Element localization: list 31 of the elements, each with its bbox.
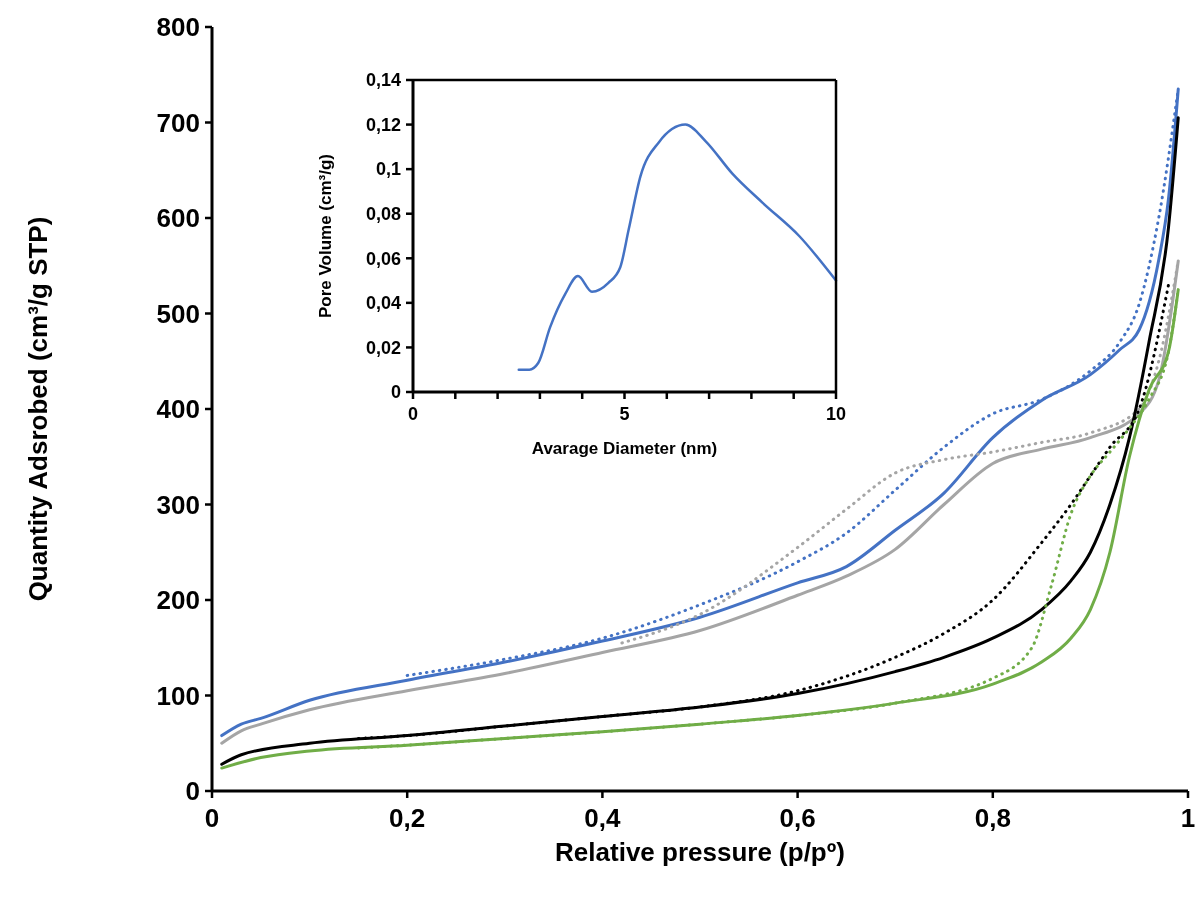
y-axis-title: Quantity Adsrobed (cm³/g STP) — [23, 216, 53, 602]
y-tick-label: 500 — [156, 298, 200, 329]
x-tick-label: 0 — [204, 803, 220, 833]
y-tick-label: 0,08 — [365, 204, 401, 225]
y-tick-label: 0,06 — [365, 248, 401, 269]
y-tick-label: 0,14 — [365, 70, 401, 91]
x-tick-label: 0,2 — [389, 803, 426, 833]
y-tick-label: 0,12 — [365, 114, 401, 135]
y-tick-label: 0 — [185, 776, 200, 807]
y-tick-label: 300 — [156, 489, 200, 520]
x-tick-label: 0 — [407, 404, 419, 424]
x-axis-title: Relative pressure (p/pº) — [555, 837, 845, 867]
y-tick-label: 0,02 — [365, 337, 401, 358]
x-tick-label: 1 — [1180, 803, 1196, 833]
x-tick-label: 0,8 — [974, 803, 1011, 833]
x-axis-title: Avarage Diameter (nm) — [531, 439, 718, 458]
line-series — [517, 123, 838, 371]
y-tick-label: 200 — [156, 585, 200, 616]
y-tick-label: 800 — [156, 12, 200, 43]
y-tick-label: 0,1 — [375, 159, 401, 180]
x-tick-label: 0,4 — [584, 803, 622, 833]
y-axis-title: Pore Volume (cm³/g) — [316, 153, 335, 319]
y-tick-label: 0 — [390, 382, 401, 403]
y-tick-label: 600 — [156, 203, 200, 234]
y-tick-label: 0,04 — [365, 293, 401, 314]
y-tick-label: 700 — [156, 107, 200, 138]
y-tick-label: 400 — [156, 394, 200, 425]
x-tick-label: 5 — [619, 404, 630, 424]
x-tick-label: 0,6 — [779, 803, 816, 833]
x-tick-label: 10 — [825, 404, 847, 424]
y-tick-label: 100 — [156, 680, 200, 711]
